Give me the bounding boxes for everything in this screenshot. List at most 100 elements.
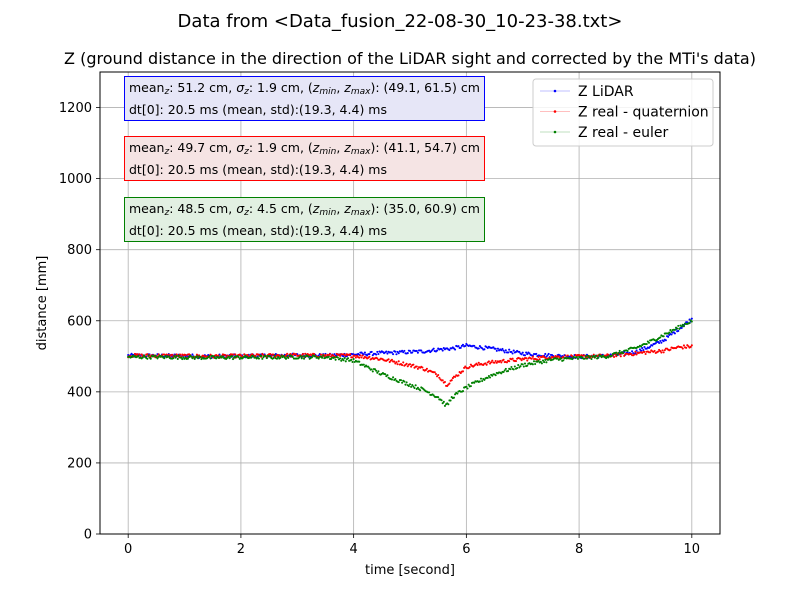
stats-line-dt: dt[0]: 20.5 ms (mean, std):(19.3, 4.4) m…: [129, 223, 387, 238]
data-point: [191, 353, 194, 356]
data-point: [467, 383, 470, 386]
data-point: [321, 356, 324, 359]
y-tick-label: 0: [84, 528, 92, 543]
data-point: [137, 354, 140, 358]
data-point: [260, 354, 263, 357]
data-point: [200, 358, 203, 361]
data-point: [520, 359, 523, 362]
data-point: [412, 385, 415, 388]
data-point: [163, 357, 166, 360]
data-point: [526, 353, 529, 356]
data-point: [540, 362, 543, 365]
data-point: [181, 358, 184, 361]
data-point: [543, 361, 546, 364]
data-point: [272, 357, 275, 360]
data-point: [663, 349, 666, 352]
data-point: [503, 369, 506, 372]
data-point: [615, 355, 618, 358]
data-point: [182, 356, 185, 359]
data-point: [528, 352, 531, 355]
data-point: [673, 328, 676, 331]
data-point: [466, 387, 469, 390]
x-tick-label: 4: [349, 542, 357, 557]
data-point: [507, 370, 510, 373]
data-point: [167, 353, 170, 356]
data-point: [548, 357, 551, 360]
data-point: [680, 327, 683, 330]
data-point: [195, 355, 198, 358]
data-point: [300, 357, 303, 360]
data-point: [193, 357, 196, 361]
stats-line-summary: meanz: 48.5 cm, σz: 4.5 cm, (zmin, zmax)…: [129, 201, 480, 218]
data-point: [386, 352, 389, 355]
data-point: [682, 344, 685, 347]
plot-area-frame: [99, 71, 721, 535]
data-point: [327, 355, 330, 358]
x-tick-label: 10: [684, 542, 701, 557]
data-point: [443, 404, 447, 407]
data-point: [562, 355, 565, 358]
data-point: [351, 360, 354, 364]
data-point: [302, 357, 306, 360]
data-point: [299, 355, 302, 358]
data-point: [520, 353, 523, 356]
data-point: [485, 363, 488, 366]
data-point: [478, 345, 481, 348]
data-point: [623, 354, 626, 357]
data-point: [585, 357, 589, 360]
data-point: [192, 355, 195, 358]
legend-frame: [532, 78, 714, 147]
data-point: [496, 347, 499, 350]
data-point: [523, 362, 527, 365]
data-point: [408, 363, 412, 366]
data-point: [521, 363, 524, 366]
data-point: [392, 353, 395, 356]
data-point: [676, 327, 679, 330]
data-point: [397, 381, 400, 384]
data-point: [461, 343, 465, 346]
data-point: [368, 353, 371, 356]
data-point: [362, 363, 365, 366]
data-point: [437, 373, 440, 377]
data-point: [443, 380, 447, 384]
data-point: [503, 351, 506, 354]
data-point: [375, 369, 378, 372]
data-point: [199, 355, 202, 358]
data-point: [406, 365, 409, 368]
data-point: [541, 359, 545, 362]
data-point: [641, 347, 644, 350]
data-point: [468, 365, 471, 369]
data-point: [451, 377, 454, 380]
data-point: [504, 367, 507, 370]
data-point: [465, 385, 468, 388]
data-point: [208, 355, 211, 358]
data-point: [690, 344, 693, 347]
data-point: [490, 361, 493, 364]
x-tick-label: 2: [237, 542, 245, 557]
data-point: [269, 353, 272, 356]
data-point: [617, 351, 620, 355]
data-point: [459, 372, 462, 375]
data-point: [360, 356, 363, 359]
data-point: [164, 354, 167, 357]
data-point: [411, 384, 414, 387]
data-point: [234, 353, 237, 356]
data-point: [658, 341, 661, 345]
data-point: [376, 357, 379, 360]
data-point: [493, 361, 496, 364]
data-point: [257, 357, 261, 360]
data-point: [600, 356, 603, 359]
data-point: [560, 357, 563, 360]
data-point: [410, 365, 413, 368]
data-point: [133, 352, 136, 355]
data-point: [407, 384, 410, 388]
data-point: [393, 360, 396, 363]
data-point: [346, 357, 350, 360]
data-point: [377, 370, 380, 373]
data-point: [333, 353, 336, 356]
data-point: [530, 357, 533, 360]
data-point: [147, 354, 150, 357]
data-point: [502, 358, 505, 361]
data-point: [659, 336, 662, 339]
data-point: [500, 372, 503, 375]
